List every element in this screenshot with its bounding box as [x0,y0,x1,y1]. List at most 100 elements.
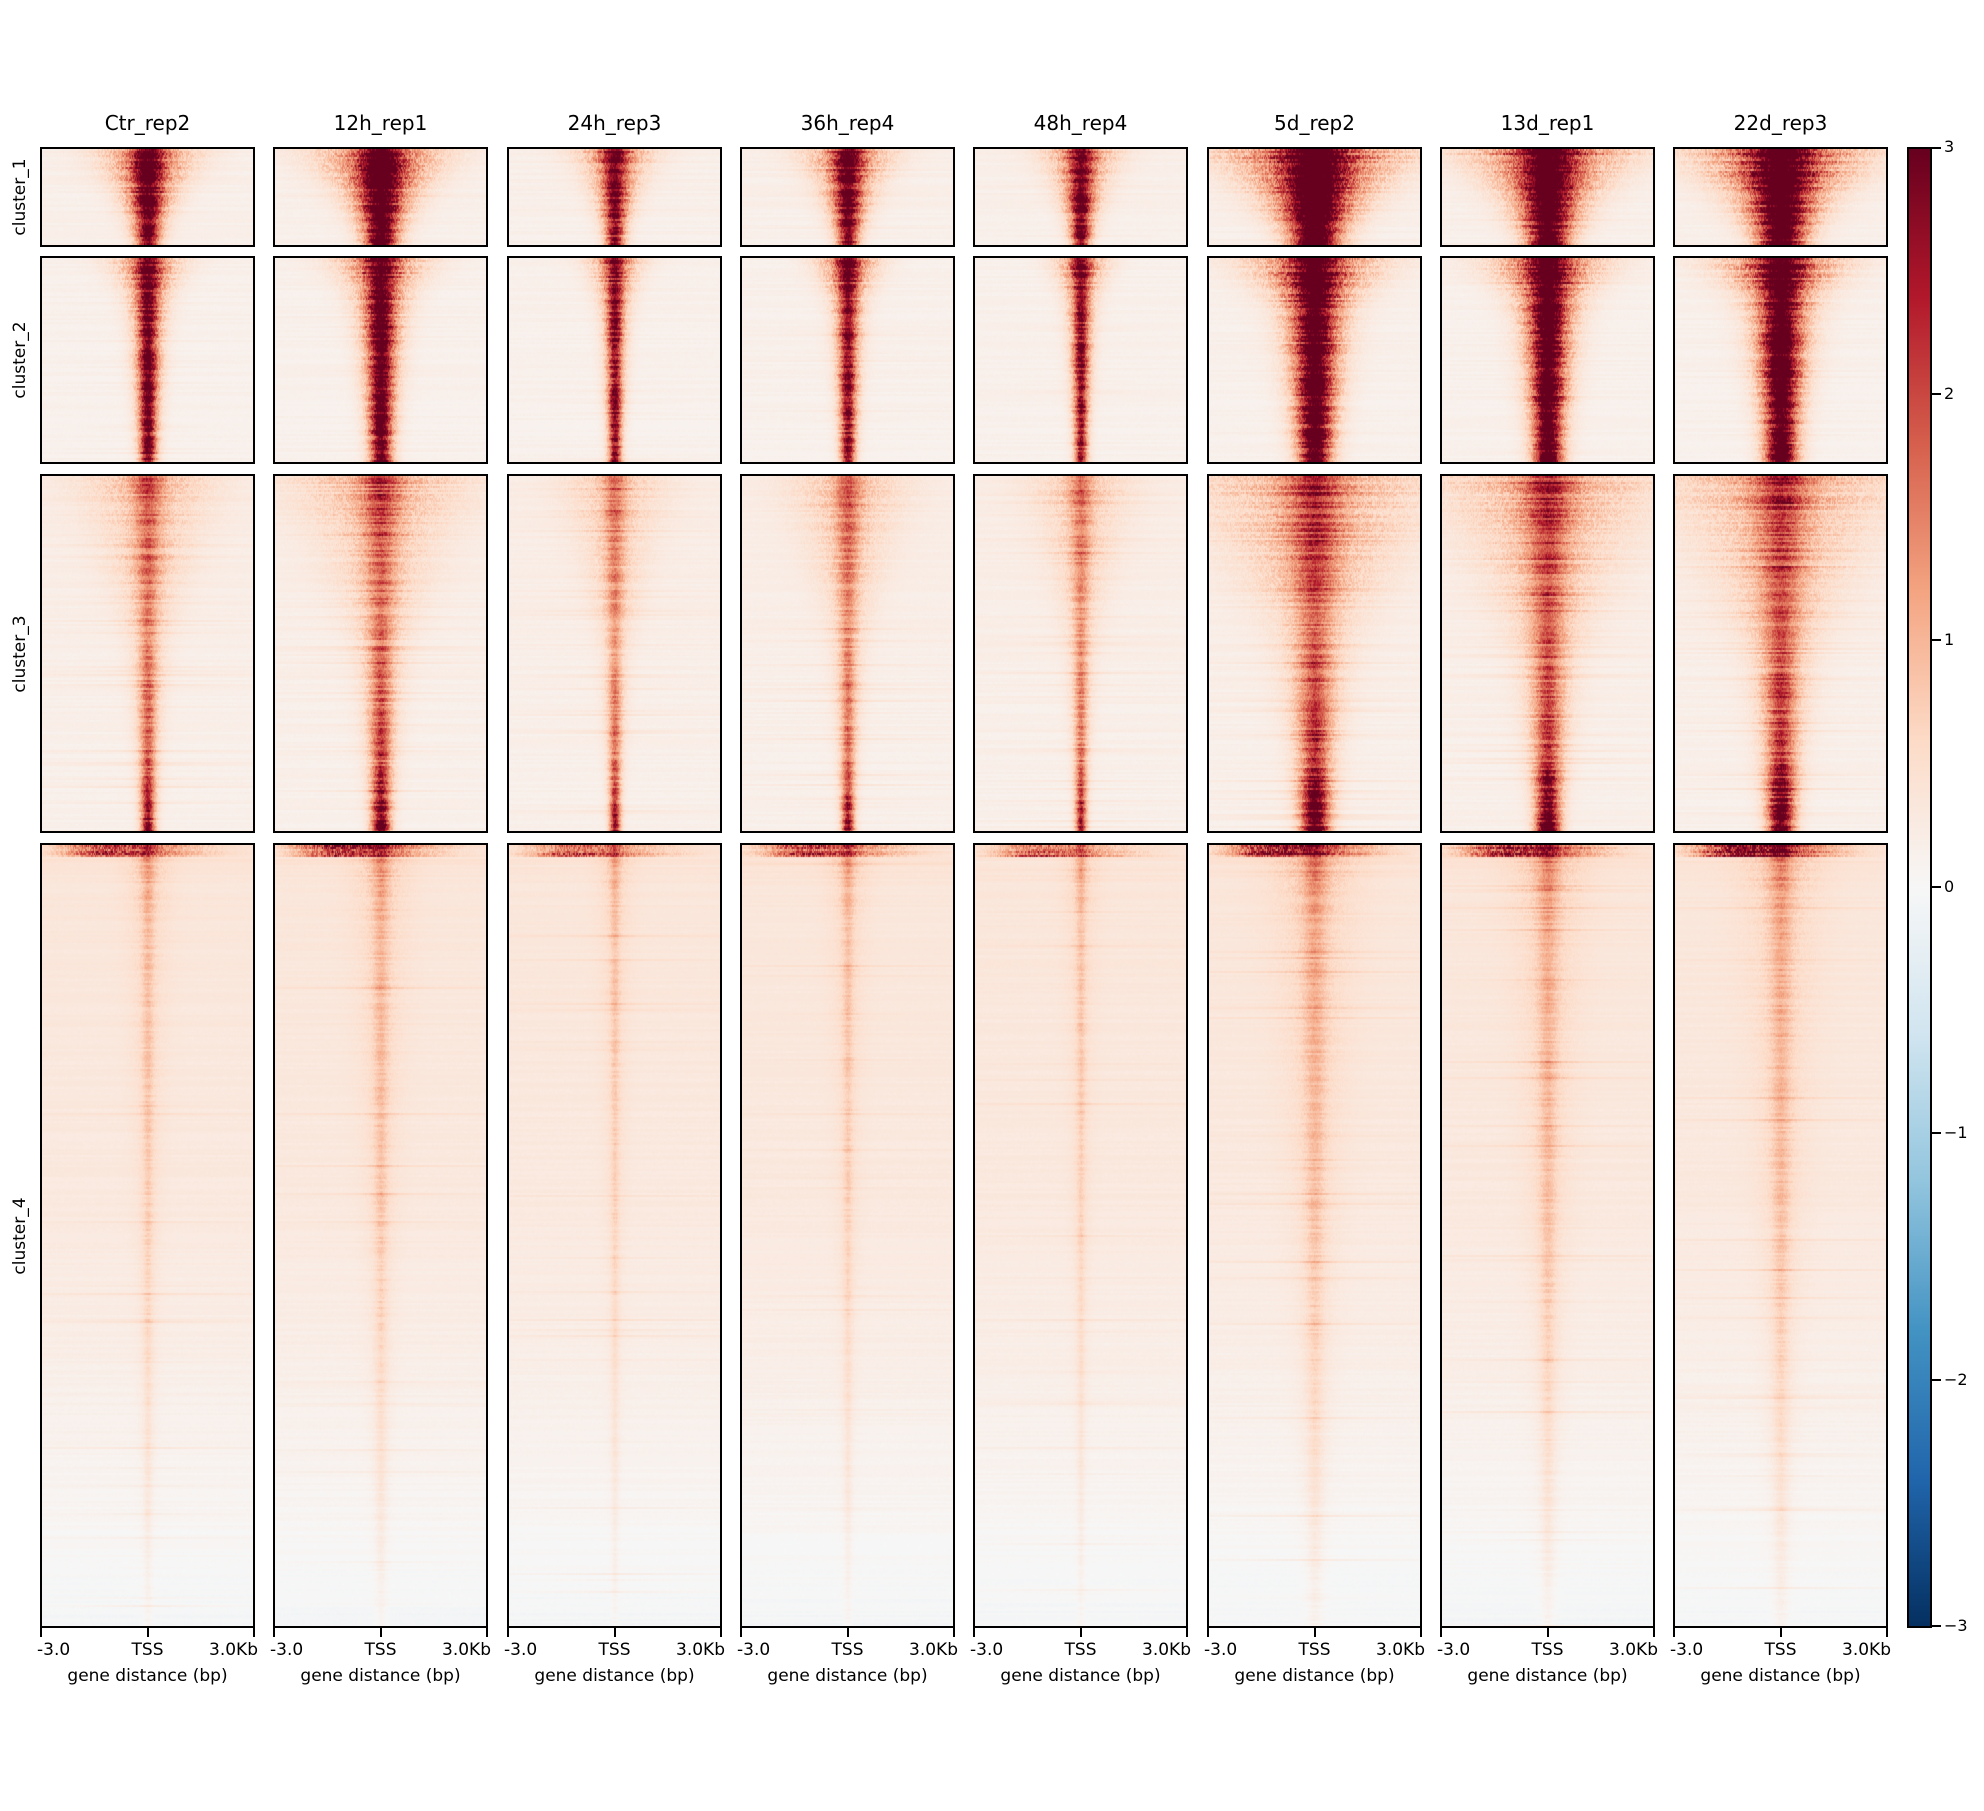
heatmap-panel [1440,256,1655,464]
colorbar-tick [1932,1132,1941,1134]
x-tick-label: TSS [1064,1640,1097,1660]
colorbar-tick [1932,147,1941,149]
heatmap-image [742,258,953,462]
colorbar-tick-label: 0 [1944,877,1955,896]
heatmap-image [1675,476,1886,831]
heatmap-image [1209,476,1420,831]
column-title: 22d_rep3 [1733,111,1828,135]
x-tick-label: -3.0 [504,1640,538,1660]
column-title: 13d_rep1 [1500,111,1595,135]
x-tick-label: TSS [598,1640,631,1660]
heatmap-panel [40,147,255,247]
x-axis-tick [720,1628,722,1637]
heatmap-panel [740,147,955,247]
heatmap-image [975,258,1186,462]
x-axis-tick [1886,1628,1888,1637]
x-tick-label: TSS [1531,1640,1564,1660]
heatmap-image [975,476,1186,831]
heatmap-image [1209,845,1420,1626]
colorbar [1907,147,1932,1628]
x-tick-label: 3.0Kb [209,1640,258,1660]
heatmap-panel [740,256,955,464]
colorbar-tick [1932,393,1941,395]
heatmap-image [975,149,1186,245]
x-tick-label: 3.0Kb [1376,1640,1425,1660]
heatmap-panel [273,256,488,464]
heatmap-panel [1440,147,1655,247]
colorbar-tick [1932,886,1941,888]
x-axis-tick [486,1628,488,1637]
heatmap-panel [740,843,955,1628]
heatmap-image [742,845,953,1626]
column-title: 5d_rep2 [1274,111,1355,135]
cluster-label: cluster_3 [10,614,30,693]
x-tick-label: -3.0 [1437,1640,1471,1660]
x-axis-tick [847,1628,849,1637]
x-axis-tick [1080,1628,1082,1637]
x-tick-label: 3.0Kb [1609,1640,1658,1660]
x-axis-tick [1547,1628,1549,1637]
heatmap-panel [273,147,488,247]
heatmap-image [275,476,486,831]
x-tick-label: -3.0 [1204,1640,1238,1660]
x-tick-label: -3.0 [1670,1640,1704,1660]
x-axis-tick [1440,1628,1442,1637]
x-axis-tick [1780,1628,1782,1637]
heatmap-image [1209,258,1420,462]
x-axis-tick [253,1628,255,1637]
x-axis-label: gene distance (bp) [767,1666,928,1686]
cluster-label: cluster_1 [10,158,30,236]
x-tick-label: 3.0Kb [676,1640,725,1660]
column-title: Ctr_rep2 [104,111,191,135]
heatmap-image [975,845,1186,1626]
heatmap-image [275,149,486,245]
heatmap-panel [973,843,1188,1628]
heatmap-image [742,476,953,831]
heatmap-panel [973,474,1188,833]
heatmap-panel [273,474,488,833]
heatmap-image [1442,149,1653,245]
heatmap-panel [507,474,722,833]
heatmap-image [509,845,720,1626]
heatmap-panel [1440,843,1655,1628]
heatmap-panel [1673,256,1888,464]
colorbar-tick-label: −1 [1944,1123,1968,1142]
heatmap-image [509,149,720,245]
x-tick-label: -3.0 [270,1640,304,1660]
x-axis-tick [953,1628,955,1637]
x-axis-label: gene distance (bp) [1234,1666,1395,1686]
x-axis-label: gene distance (bp) [300,1666,461,1686]
heatmap-image [275,845,486,1626]
heatmap-image [1442,845,1653,1626]
x-axis-tick [973,1628,975,1637]
column-title: 12h_rep1 [333,111,428,135]
heatmap-panel [1440,474,1655,833]
colorbar-tick-label: 1 [1944,630,1955,649]
heatmap-panel [1207,256,1422,464]
x-axis-tick [1207,1628,1209,1637]
x-tick-label: -3.0 [970,1640,1004,1660]
cluster-label: cluster_2 [10,321,30,399]
colorbar-tick-label: −2 [1944,1370,1968,1389]
heatmap-image [42,476,253,831]
x-axis-label: gene distance (bp) [1000,1666,1161,1686]
colorbar-tick-label: −3 [1944,1616,1968,1635]
column-title: 36h_rep4 [800,111,895,135]
x-tick-label: TSS [1298,1640,1331,1660]
colorbar-tick [1932,1379,1941,1381]
heatmap-image [1675,258,1886,462]
x-axis-tick [380,1628,382,1637]
heatmap-panel [740,474,955,833]
column-title: 48h_rep4 [1033,111,1128,135]
x-tick-label: TSS [131,1640,164,1660]
heatmap-panel [273,843,488,1628]
heatmap-image [42,258,253,462]
x-axis-label: gene distance (bp) [1467,1666,1628,1686]
heatmap-panel [1207,147,1422,247]
heatmap-panel [1673,474,1888,833]
cluster-label: cluster_4 [10,1196,30,1275]
x-axis-tick [614,1628,616,1637]
x-axis-tick [40,1628,42,1637]
heatmap-image [1675,149,1886,245]
